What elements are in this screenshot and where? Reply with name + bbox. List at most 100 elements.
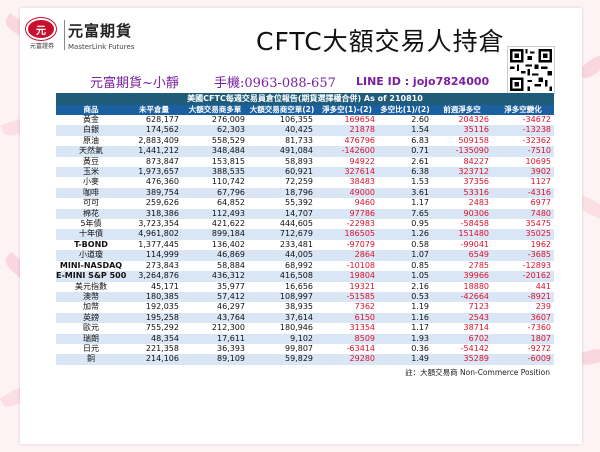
column-header: 未平倉量 xyxy=(126,105,182,115)
table-cell: 421,622 xyxy=(182,219,248,230)
table-cell: -6009 xyxy=(492,354,554,365)
table-cell: 60,921 xyxy=(248,167,316,178)
table-cell: -58458 xyxy=(432,219,492,230)
table-cell: 114,999 xyxy=(126,250,182,261)
table-cell: 276,009 xyxy=(182,115,248,126)
commodity-name-cell: 咖啡 xyxy=(56,187,126,199)
table-cell: 3,264,876 xyxy=(126,271,182,282)
table-row: 瑞朗 48,354 17,611 9,102 8509 1.93 6702 1807 xyxy=(56,333,554,344)
contact-phone: 手機:0963-088-657 xyxy=(214,76,336,91)
table-cell: 35289 xyxy=(432,354,492,365)
table-cell: 64,852 xyxy=(182,198,248,209)
table-cell: 221,358 xyxy=(126,343,182,355)
table-cell: 1.93 xyxy=(378,333,432,344)
table-cell: 35475 xyxy=(492,219,554,230)
table-row: 5年債 3,723,354 421,622 444,605 -22983 0.95 -584… xyxy=(56,219,554,230)
table-row: 可可 259,626 64,852 55,392 9460 1.17 2483 6977 xyxy=(56,198,554,209)
logo-mark: 元 xyxy=(25,17,57,41)
table-cell: 2543 xyxy=(432,312,492,324)
table-cell: 18880 xyxy=(432,281,492,292)
table-cell: 233,481 xyxy=(248,239,316,251)
table-cell: -42664 xyxy=(432,291,492,303)
table-cell: 136,402 xyxy=(182,239,248,251)
table-cell: 327614 xyxy=(316,167,378,178)
table-cell: 90306 xyxy=(432,208,492,220)
table-cell: 388,535 xyxy=(182,167,248,178)
column-header: 前週淨多空 xyxy=(432,105,492,115)
table-cell: 31354 xyxy=(316,323,378,334)
commodity-name-cell: 黃豆 xyxy=(56,156,126,168)
commodity-name-cell: 歐元 xyxy=(56,323,126,334)
table-cell: 38483 xyxy=(316,177,378,188)
table-cell: -34672 xyxy=(492,115,554,126)
table-row: 棉花 318,386 112,493 14,707 97786 7.65 90306 7480 xyxy=(56,208,554,220)
table-cell: 38714 xyxy=(432,323,492,334)
table-cell: 1.26 xyxy=(378,229,432,240)
table-cell: 6702 xyxy=(432,333,492,344)
table-row: 加幣 192,035 46,297 38,935 7362 1.19 7123 239 xyxy=(56,302,554,313)
table-cell: 108,997 xyxy=(248,291,316,303)
table-cell: 476796 xyxy=(316,135,378,147)
table-cell: 192,035 xyxy=(126,302,182,313)
table-cell: 8509 xyxy=(316,333,378,344)
table-cell: 94922 xyxy=(316,156,378,168)
table-cell: 58,884 xyxy=(182,260,248,272)
table-cell: 1,973,657 xyxy=(126,167,182,178)
table-row: T-BOND 1,377,445 136,402 233,481 -97079 0.58-… xyxy=(56,239,554,251)
table-cell: 2483 xyxy=(432,198,492,209)
table-cell: 1.53 xyxy=(378,177,432,188)
table-cell: 1.17 xyxy=(378,198,432,209)
table-cell: 2864 xyxy=(316,250,378,261)
table-cell: -7360 xyxy=(492,323,554,334)
column-header: 大額交易商空單(2) xyxy=(248,105,316,115)
table-cell: 0.95 xyxy=(378,219,432,230)
table-cell: 0.85 xyxy=(378,260,432,272)
commodity-name-cell: 小道瓊 xyxy=(56,250,126,261)
brand: 元富期貨 MasterLink Futures xyxy=(68,20,134,51)
table-cell: 1807 xyxy=(492,333,554,344)
positions-table-wrapper: 美國CFTC每週交易員倉位報告(期貨選擇權合併) As of 210810 商品… xyxy=(56,93,554,378)
table-cell: 39966 xyxy=(432,271,492,282)
commodity-name-cell: 瑞朗 xyxy=(56,333,126,344)
table-cell: 53316 xyxy=(432,187,492,199)
table-cell: 1.49 xyxy=(378,354,432,365)
table-cell: 2.60 xyxy=(378,115,432,126)
table-cell: 389,754 xyxy=(126,187,182,199)
table-cell: 712,679 xyxy=(248,229,316,240)
logo: 元 元富證券 xyxy=(25,17,58,50)
table-cell: 17,611 xyxy=(182,333,248,344)
table-cell: 348,484 xyxy=(182,146,248,157)
table-cell: 3607 xyxy=(492,312,554,324)
commodity-name-cell: 銅 xyxy=(56,354,126,365)
table-row: 歐元 755,292 212,300 180,946 31354 1.17 38714 -73… xyxy=(56,323,554,334)
table-cell: 1127 xyxy=(492,177,554,188)
table-cell: 4,961,802 xyxy=(126,229,182,240)
commodity-name-cell: 5年債 xyxy=(56,219,126,230)
logo-divider xyxy=(64,20,65,50)
table-cell: 43,764 xyxy=(182,312,248,324)
table-title: 美國CFTC每週交易員倉位報告(期貨選擇權合併) As of 210810 xyxy=(56,93,554,105)
table-cell: 755,292 xyxy=(126,323,182,334)
table-cell: 628,177 xyxy=(126,115,182,126)
table-cell: 416,508 xyxy=(248,271,316,282)
table-cell: 35025 xyxy=(492,229,554,240)
table-cell: 476,360 xyxy=(126,177,182,188)
positions-table: 商品 未平倉量 大額交易商多單 大額交易商空單(2) 淨多空(1)-(2) 多空比(1)/… xyxy=(56,105,554,365)
table-cell: 441 xyxy=(492,281,554,292)
table-cell: 273,843 xyxy=(126,260,182,272)
table-cell: 1962 xyxy=(492,239,554,251)
table-cell: 899,184 xyxy=(182,229,248,240)
table-cell: 59,829 xyxy=(248,354,316,365)
commodity-name-cell: 天然氣 xyxy=(56,146,126,157)
commodity-name-cell: T-BOND xyxy=(56,239,126,251)
table-row: 英鎊 195,258 43,764 37,614 6150 1.16 2543 3607 xyxy=(56,312,554,324)
table-cell: 2.61 xyxy=(378,156,432,168)
table-cell: 10695 xyxy=(492,156,554,168)
column-header: 淨多空變化 xyxy=(492,105,554,115)
table-cell: 2.16 xyxy=(378,281,432,292)
table-row: 小道瓊 114,999 46,869 44,005 2864 1.07 6549 -3685 xyxy=(56,250,554,261)
table-cell: 444,605 xyxy=(248,219,316,230)
table-cell: 36,393 xyxy=(182,343,248,355)
table-cell: 186505 xyxy=(316,229,378,240)
table-cell: 259,626 xyxy=(126,198,182,209)
